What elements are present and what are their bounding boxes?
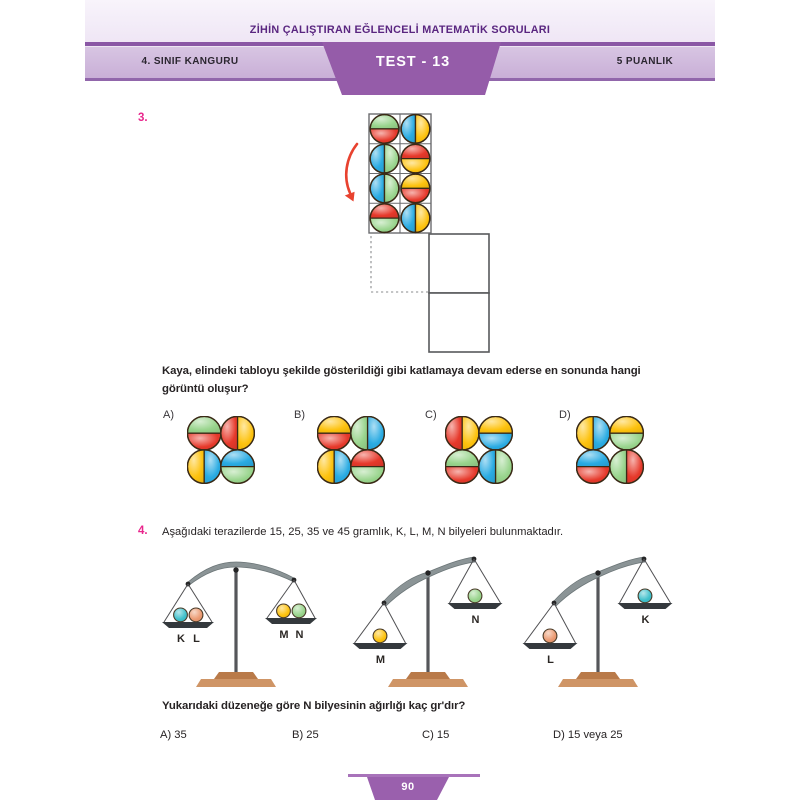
test-banner-label: TEST - 13 bbox=[375, 54, 451, 70]
page-number-ribbon: 90 bbox=[367, 777, 449, 800]
page-title: ZİHİN ÇALIŞTIRAN EĞLENCELİ MATEMATİK SOR… bbox=[249, 24, 551, 36]
option-a-figure bbox=[187, 416, 255, 484]
option-a-label: A) bbox=[163, 409, 174, 421]
footer-line bbox=[348, 774, 480, 777]
answer-b: B) 25 bbox=[292, 729, 319, 741]
option-d-figure bbox=[576, 416, 644, 484]
option-b-label: B) bbox=[294, 409, 305, 421]
q3-folding-figure bbox=[344, 113, 490, 353]
test-banner: TEST - 13 bbox=[322, 42, 501, 95]
page-number: 90 bbox=[401, 781, 415, 793]
question-4-text: Yukarıdaki düzeneğe göre N bilyesinin ağ… bbox=[162, 700, 466, 712]
svg-text:L: L bbox=[547, 654, 554, 666]
svg-text:N: N bbox=[472, 614, 480, 626]
svg-text:M: M bbox=[376, 654, 385, 666]
answer-c: C) 15 bbox=[422, 729, 450, 741]
svg-text:K: K bbox=[177, 633, 185, 645]
header-strip bbox=[85, 0, 715, 42]
svg-text:K: K bbox=[642, 614, 650, 626]
option-c-label: C) bbox=[425, 409, 437, 421]
header-right-label: 5 PUANLIK bbox=[616, 56, 674, 67]
option-d-label: D) bbox=[559, 409, 571, 421]
header-left-label: 4. SINIF KANGURU bbox=[141, 56, 239, 67]
answer-d: D) 15 veya 25 bbox=[553, 729, 623, 741]
answer-a: A) 35 bbox=[160, 729, 187, 741]
question-3-number: 3. bbox=[138, 112, 148, 124]
svg-text:N: N bbox=[296, 629, 304, 641]
question-4-number: 4. bbox=[138, 525, 148, 537]
question-3-line2: görüntü oluşur? bbox=[162, 383, 249, 395]
balance-scale-figure-3: LK bbox=[522, 556, 673, 687]
svg-text:L: L bbox=[193, 633, 200, 645]
balance-scale-figure-2: MN bbox=[352, 556, 503, 687]
svg-text:M: M bbox=[279, 629, 288, 641]
question-3-text: Kaya, elindeki tabloyu şekilde gösterild… bbox=[162, 362, 641, 398]
question-3-line1: Kaya, elindeki tabloyu şekilde gösterild… bbox=[162, 365, 641, 377]
option-c-figure bbox=[445, 416, 513, 484]
question-4-stem: Aşağıdaki terazilerde 15, 25, 35 ve 45 g… bbox=[162, 526, 564, 538]
option-b-figure bbox=[317, 416, 385, 484]
